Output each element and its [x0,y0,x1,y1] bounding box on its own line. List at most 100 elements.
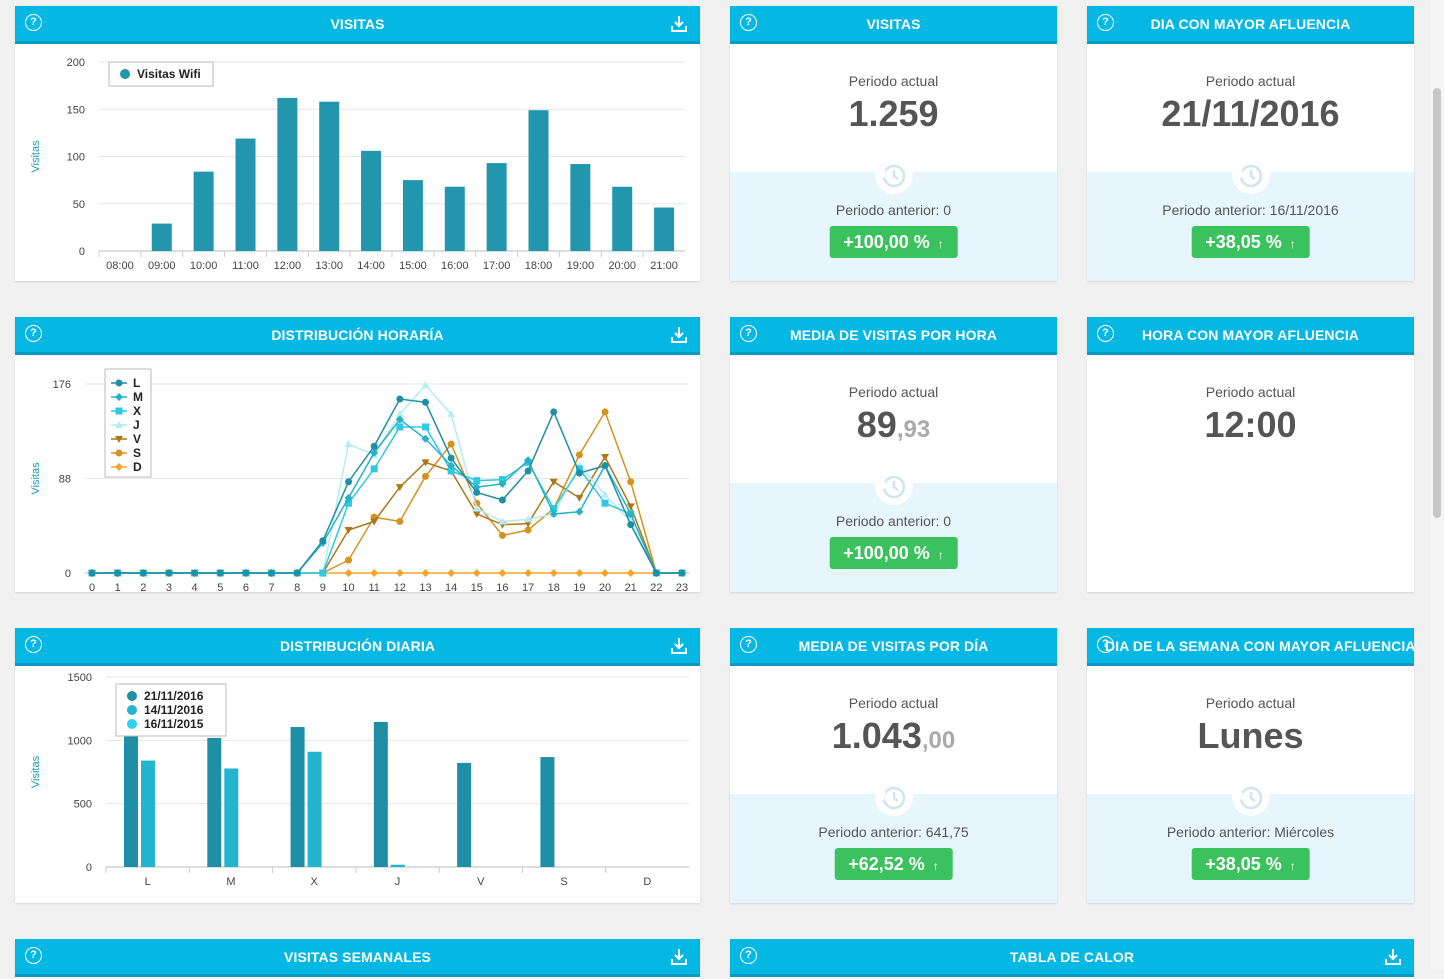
line-point [601,454,610,462]
help-icon[interactable]: ? [25,14,42,31]
line-point [524,569,533,577]
x-tick-label: 10 [342,582,354,592]
visitas-bar-chart: 0 50 100 150 200 Visitas 08:00 09:00 10:00 11:00 1… [30,57,685,272]
line-point [550,505,558,513]
help-icon[interactable]: ? [740,325,757,342]
legend-label: D [133,460,142,474]
help-icon[interactable]: ? [740,636,757,653]
card-title: DISTRIBUCIÓN HORARÍA [271,327,444,343]
line-point [395,484,404,492]
legend-box [104,368,152,478]
legend-label: 16/11/2015 [144,717,204,731]
line-point [498,496,506,504]
download-icon[interactable] [1384,948,1402,966]
kpi-previous: Periodo anterior: Miércoles +38,05 % ↑ [1087,778,1414,903]
line-point [575,507,584,516]
y-tick-label: 1500 [68,672,92,684]
arrow-up-icon: ↑ [932,859,939,873]
kpi-previous: Periodo anterior: 641,75 +62,52 % ↑ [730,778,1057,903]
bar [402,180,423,251]
kpi-caption: Periodo actual [1205,695,1296,711]
x-tick-label: 14 [445,582,457,592]
help-icon[interactable]: ? [740,14,757,31]
line-point [627,521,635,529]
card-title: HORA CON MAYOR AFLUENCIA [1141,327,1360,343]
bar [193,171,214,251]
x-tick-label: 09:00 [148,260,176,272]
kpi-dia-mayor-card: ? DIA CON MAYOR AFLUENCIA Periodo actual… [1087,6,1414,281]
x-tick-label: 19 [573,582,585,592]
x-tick-label: S [560,876,567,888]
line-point [396,395,404,403]
line-point [115,463,123,471]
line-point [345,499,353,507]
card-header: ? DISTRIBUCIÓN DIARIA [15,628,700,666]
kpi-previous-text: Periodo anterior: Miércoles [1166,824,1335,840]
bar [141,760,155,867]
line-point [396,517,404,525]
change-badge: +38,05 % ↑ [1191,848,1310,880]
legend-label: M [133,390,143,404]
kpi-value: 21/11/2016 [1087,92,1414,136]
help-icon[interactable]: ? [25,325,42,342]
bar [307,751,322,867]
download-icon[interactable] [670,637,688,655]
line-point [216,569,224,577]
line-point [524,526,532,534]
card-header: ? DISTRIBUCIÓN HORARÍA [15,317,700,355]
line-point [396,423,404,431]
line-point [601,490,610,498]
scrollbar-thumb[interactable] [1433,88,1441,518]
x-tick-label: 13 [419,582,431,592]
help-icon[interactable]: ? [740,947,757,964]
line-point [344,569,353,577]
card-header: ? DIA DE LA SEMANA CON MAYOR AFLUENCIA [1087,628,1414,666]
line-point [421,459,430,467]
kpi-value-integer: Lunes [1197,715,1304,756]
line-point [319,569,327,577]
x-tick-label: 3 [166,582,172,592]
card-title: VISITAS SEMANALES [284,949,431,965]
line-point [344,440,353,448]
series-line [92,426,682,574]
line-point [626,503,635,511]
line-point [421,398,429,406]
x-tick-label: V [477,876,485,888]
y-tick-label: 176 [53,379,71,391]
bar [654,207,675,251]
line-point [498,531,506,539]
help-icon[interactable]: ? [1097,325,1114,342]
help-icon[interactable]: ? [1097,636,1114,653]
kpi-current: Periodo actual 1.259 [730,44,1057,172]
bar [457,762,472,867]
kpi-caption: Periodo actual [848,384,939,400]
line-point [472,510,481,518]
line-point [421,472,429,480]
card-title: DIA CON MAYOR AFLUENCIA [1150,16,1351,32]
line-point [549,569,558,577]
help-icon[interactable]: ? [25,636,42,653]
series-line [92,418,682,574]
line-point [421,381,430,389]
kpi-value: 89,93 [730,403,1057,452]
line-point [395,415,404,424]
x-tick-label: 0 [89,582,95,592]
card-header: ? MEDIA DE VISITAS POR HORA [730,317,1057,355]
download-icon[interactable] [670,15,688,33]
card-title: TABLA DE CALOR [1009,949,1135,965]
scrollbar[interactable] [1430,0,1444,969]
kpi-caption: Periodo actual [1205,384,1296,400]
line-point [370,569,379,577]
download-icon[interactable] [670,326,688,344]
bar [277,97,298,251]
line-point [498,476,506,484]
kpi-previous: Periodo anterior: 0 +100,00 % ↑ [730,156,1057,281]
change-badge: +38,05 % ↑ [1191,226,1310,258]
distribucion-diaria-card: ? DISTRIBUCIÓN DIARIA 0 500 1000 1500 Visita… [15,628,700,903]
help-icon[interactable]: ? [25,947,42,964]
download-icon[interactable] [670,948,688,966]
kpi-value-integer: 89 [856,404,897,445]
change-value: +100,00 % [843,232,930,252]
help-icon[interactable]: ? [1097,14,1114,31]
